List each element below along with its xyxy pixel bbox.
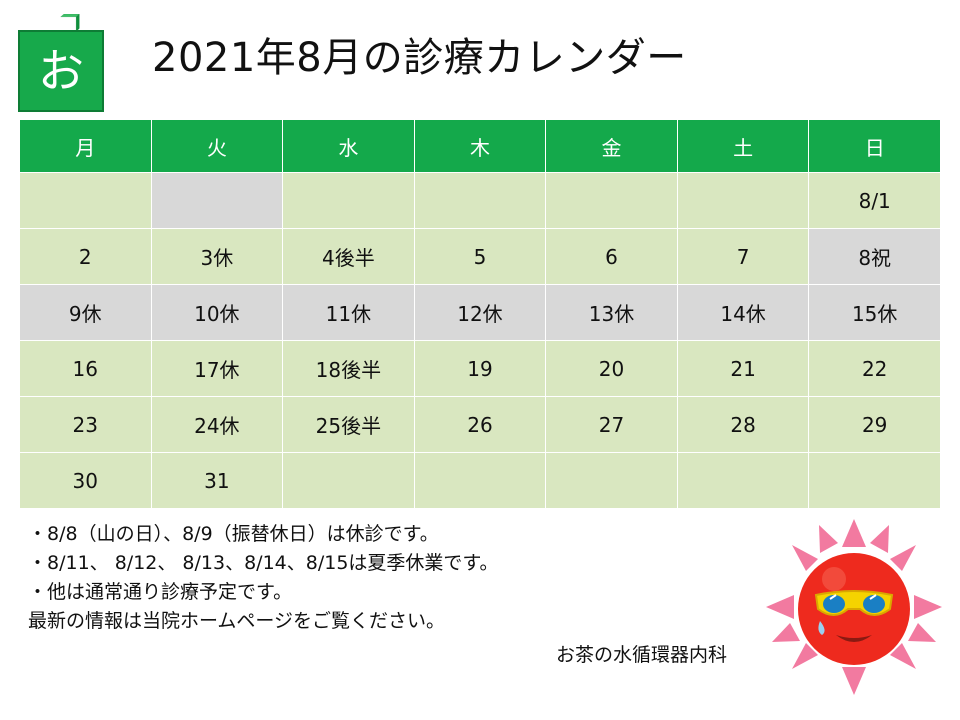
calendar-week-row: 2 3休 4後半 5 6 7 8祝 (19, 228, 941, 285)
calendar-day-cell: 8/1 (808, 172, 941, 229)
calendar-day-cell (545, 452, 678, 509)
calendar-day-cell: 21 (676, 340, 810, 397)
calendar-day-cell: 28 (676, 396, 810, 453)
calendar-week-row: 16 17休 18後半 19 20 21 22 (19, 340, 941, 397)
calendar-day-cell (282, 172, 415, 229)
clinic-name: お茶の水循環器内科 (556, 644, 728, 666)
page-title: 2021年8月の診療カレンダー (152, 35, 687, 81)
calendar-day-cell: 16 (19, 340, 152, 397)
weekday-header: 土 (676, 119, 810, 173)
calendar-day-cell (282, 452, 415, 509)
weekday-header: 火 (150, 119, 284, 173)
note-line: ・他は通常通り診療予定です。 (28, 581, 293, 603)
weekday-header: 水 (282, 119, 415, 173)
logo-char: お (18, 30, 104, 112)
weekday-header: 木 (413, 119, 547, 173)
logo-cube-top (60, 14, 80, 32)
calendar-day-cell: 27 (545, 396, 678, 453)
calendar-day-cell: 8祝 (808, 228, 941, 285)
calendar-day-cell: 6 (545, 228, 678, 285)
calendar-day-cell: 10休 (150, 284, 284, 341)
calendar-day-cell: 13休 (545, 284, 678, 341)
calendar-day-cell (19, 172, 152, 229)
calendar-day-cell: 18後半 (282, 340, 415, 397)
calendar-day-cell: 4後半 (282, 228, 415, 285)
calendar-day-cell: 2 (19, 228, 152, 285)
calendar-week-row: 23 24休 25後半 26 27 28 29 (19, 396, 941, 453)
calendar-day-cell: 17休 (150, 340, 284, 397)
calendar-day-cell (413, 452, 547, 509)
note-line: 最新の情報は当院ホームページをご覧ください。 (28, 610, 446, 632)
calendar-day-cell (413, 172, 547, 229)
calendar-day-cell: 29 (808, 396, 941, 453)
calendar-week-row: 9休 10休 11休 12休 13休 14休 15休 (19, 284, 941, 341)
calendar-day-cell (808, 452, 941, 509)
sun-with-sunglasses-icon (766, 519, 942, 695)
calendar-day-cell (676, 452, 810, 509)
calendar-day-cell: 24休 (150, 396, 284, 453)
calendar-day-cell (676, 172, 810, 229)
weekday-header: 日 (808, 119, 941, 173)
weekday-header: 月 (19, 119, 152, 173)
calendar-day-cell: 20 (545, 340, 678, 397)
logo: お (18, 14, 122, 114)
calendar-day-cell: 22 (808, 340, 941, 397)
calendar-day-cell: 30 (19, 452, 152, 509)
calendar-day-cell: 12休 (413, 284, 547, 341)
calendar-day-cell: 26 (413, 396, 547, 453)
calendar-week-row: 30 31 (19, 452, 941, 509)
calendar-day-cell: 19 (413, 340, 547, 397)
note-line: ・8/8（山の日）、8/9（振替休日）は休診です。 (28, 523, 439, 545)
calendar-day-cell: 7 (676, 228, 810, 285)
calendar-day-cell: 5 (413, 228, 547, 285)
calendar-day-cell: 9休 (19, 284, 152, 341)
calendar-table: 月 火 水 木 金 土 日 8/1 2 3休 4後半 5 6 7 8祝 (19, 119, 941, 509)
calendar-day-cell: 14休 (676, 284, 810, 341)
calendar-day-cell (545, 172, 678, 229)
notes: ・8/8（山の日）、8/9（振替休日）は休診です。 ・8/11、 8/12、 8… (28, 520, 499, 636)
calendar-day-cell (150, 172, 284, 229)
calendar-day-cell: 25後半 (282, 396, 415, 453)
calendar-header-row: 月 火 水 木 金 土 日 (19, 119, 941, 173)
calendar-day-cell: 3休 (150, 228, 284, 285)
calendar-week-row: 8/1 (19, 172, 941, 229)
calendar-day-cell: 11休 (282, 284, 415, 341)
calendar-day-cell: 15休 (808, 284, 941, 341)
note-line: ・8/11、 8/12、 8/13、8/14、8/15は夏季休業です。 (28, 552, 499, 574)
calendar-day-cell: 31 (150, 452, 284, 509)
weekday-header: 金 (545, 119, 678, 173)
calendar-day-cell: 23 (19, 396, 152, 453)
